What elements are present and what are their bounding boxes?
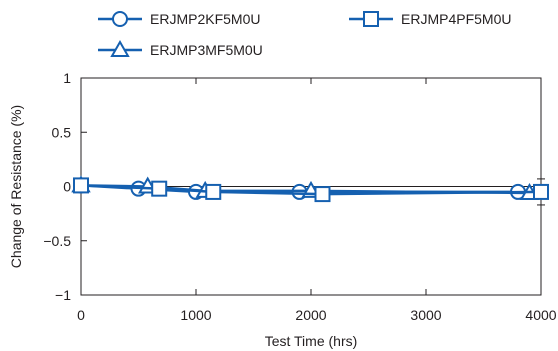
- x-tick-label: 0: [77, 307, 85, 323]
- legend-label: ERJMP4PF5M0U: [401, 11, 511, 27]
- y-tick-label: −0.5: [43, 233, 71, 249]
- x-tick-label: 3000: [410, 307, 441, 323]
- y-tick-label: 0.5: [52, 124, 72, 140]
- legend-label: ERJMP3MF5M0U: [150, 42, 263, 58]
- x-tick-label: 4000: [525, 307, 556, 323]
- y-tick-label: 1: [63, 70, 71, 86]
- legend-label: ERJMP2KF5M0U: [150, 11, 260, 27]
- data-point-square: [152, 182, 166, 196]
- data-point-square: [534, 185, 548, 199]
- legend-marker-square: [364, 12, 378, 26]
- legend-entry: ERJMP2KF5M0U: [98, 11, 260, 27]
- data-point-square: [74, 178, 88, 192]
- x-tick-label: 2000: [295, 307, 326, 323]
- data-point-square: [316, 187, 330, 201]
- legend-entry: ERJMP3MF5M0U: [98, 42, 263, 58]
- y-tick-label: −1: [55, 287, 71, 303]
- y-tick-label: 0: [63, 179, 71, 195]
- legend-entry: ERJMP4PF5M0U: [349, 11, 511, 27]
- x-tick-label: 1000: [180, 307, 211, 323]
- legend-marker-circle: [113, 12, 127, 26]
- y-axis-label: Change of Resistance (%): [8, 105, 24, 268]
- legend: ERJMP2KF5M0U ERJMP3MF5M0U ERJMP4PF5M0U: [98, 11, 511, 58]
- series-layer: [73, 177, 548, 205]
- x-axis-label: Test Time (hrs): [265, 333, 358, 349]
- data-point-square: [206, 185, 220, 199]
